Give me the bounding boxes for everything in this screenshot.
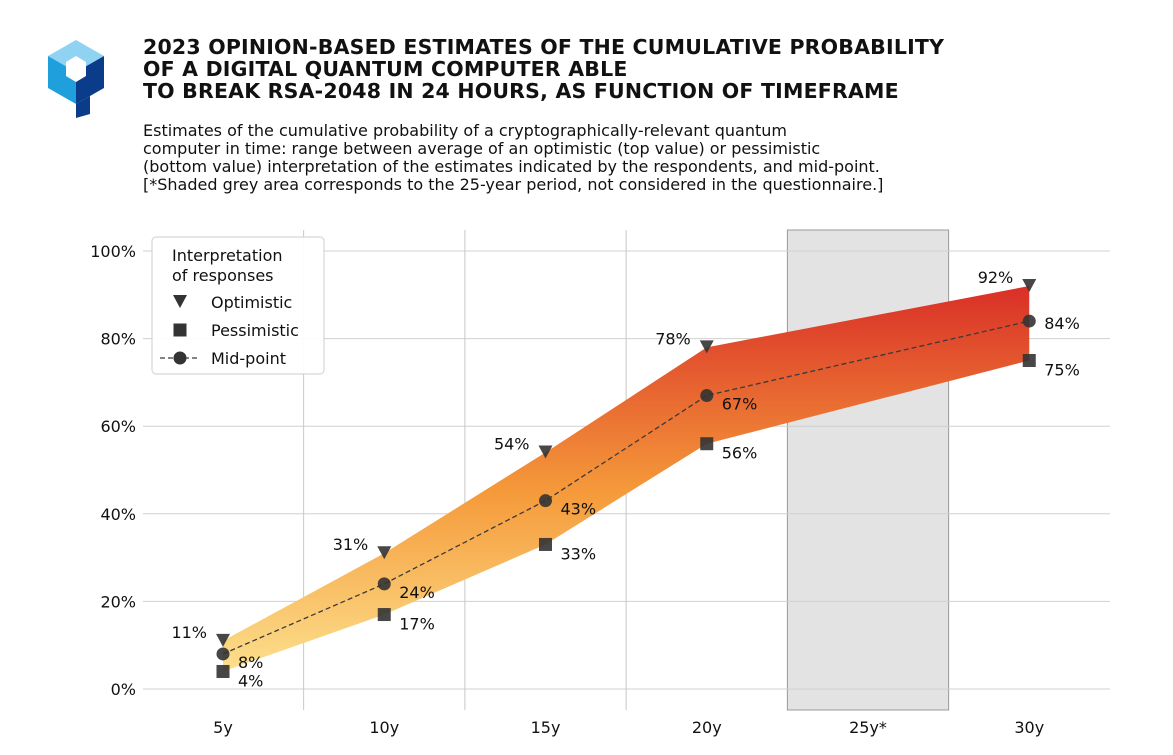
chart-title-line-1: 2023 OPINION-BASED ESTIMATES OF THE CUMU… (143, 35, 945, 59)
y-tick-label: 20% (100, 592, 136, 611)
optimistic-data-label: 54% (494, 434, 530, 453)
mid-point-data-label: 8% (238, 653, 263, 672)
shaded-region-25y (786, 229, 950, 711)
mid-point-marker (1022, 314, 1036, 328)
chart-subtitle-line-1: Estimates of the cumulative probability … (143, 121, 787, 140)
mid-point-marker (700, 389, 714, 403)
optimistic-marker (1022, 279, 1037, 293)
pessimistic-data-label: 17% (399, 615, 435, 634)
pessimistic-marker (1022, 354, 1036, 367)
probability-band (223, 286, 1030, 672)
chart-title-line-2: OF A DIGITAL QUANTUM COMPUTER ABLE (143, 57, 628, 81)
optimistic-data-label: 11% (171, 623, 207, 642)
pessimistic-marker (539, 537, 552, 551)
legend-title: of responses (172, 266, 274, 285)
optimistic-marker (699, 340, 714, 354)
optimistic-data-label: 92% (978, 268, 1014, 287)
legend-pessimistic-marker (173, 323, 187, 337)
mid-point-data-label: 84% (1044, 314, 1080, 333)
pessimistic-marker (216, 664, 230, 678)
optimistic-marker (216, 633, 230, 647)
x-tick-label: 30y (1014, 718, 1044, 737)
x-tick-label: 25y* (849, 718, 887, 737)
pessimistic-data-label: 33% (561, 544, 597, 563)
pessimistic-marker (700, 437, 714, 451)
legend-optimistic-marker (173, 295, 187, 308)
optimistic-data-label: 31% (333, 535, 369, 554)
legend-title: Interpretation (172, 246, 283, 265)
legend-entry-label: Optimistic (211, 293, 292, 312)
legend-mid-point-marker (173, 351, 187, 365)
x-tick-label: 20y (692, 718, 722, 737)
chart-title-line-3: TO BREAK RSA-2048 IN 24 HOURS, AS FUNCTI… (143, 79, 899, 103)
mid-point-marker (377, 577, 391, 591)
mid-point-data-label: 24% (399, 583, 435, 602)
chart-subtitle-line-2: computer in time: range between average … (143, 139, 821, 158)
y-tick-label: 80% (100, 330, 136, 349)
quantum-cube-logo-icon (48, 40, 104, 118)
y-tick-label: 0% (111, 680, 136, 699)
y-tick-label: 40% (100, 505, 136, 524)
y-tick-label: 100% (90, 242, 136, 261)
mid-point-data-label: 67% (722, 395, 758, 414)
pessimistic-marker (377, 608, 391, 622)
x-tick-label: 15y (531, 718, 561, 737)
y-tick-label: 60% (100, 417, 136, 436)
x-tick-label: 10y (369, 718, 399, 737)
optimistic-marker (538, 445, 553, 459)
mid-point-marker (539, 494, 552, 508)
legend-box (151, 236, 325, 375)
optimistic-data-label: 78% (655, 329, 691, 348)
pessimistic-data-label: 4% (238, 671, 263, 690)
legend-entry-label: Mid-point (211, 349, 286, 368)
chart-subtitle-line-3: (bottom value) interpretation of the est… (143, 157, 880, 176)
legend-entry-label: Pessimistic (211, 321, 299, 340)
mid-point-data-label: 43% (561, 500, 597, 519)
optimistic-marker (377, 546, 392, 560)
chart-subtitle-line-4: [*Shaded grey area corresponds to the 25… (143, 175, 884, 194)
x-tick-label: 5y (213, 718, 233, 737)
pessimistic-data-label: 75% (1044, 361, 1080, 380)
mid-point-marker (216, 647, 230, 661)
pessimistic-data-label: 56% (722, 444, 758, 463)
mid-point-line (222, 320, 1030, 655)
